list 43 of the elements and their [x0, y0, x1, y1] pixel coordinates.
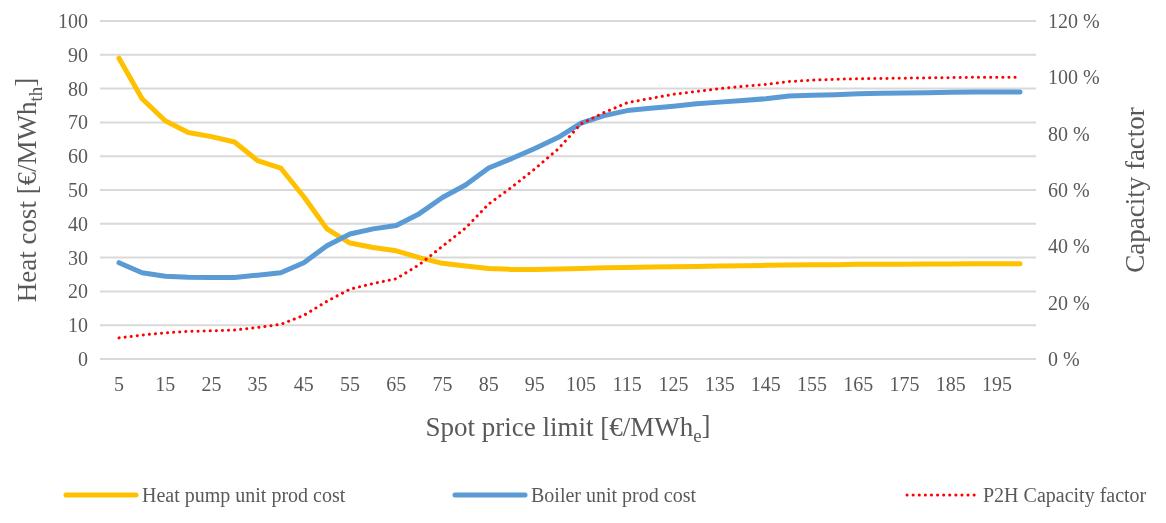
- y-tick-label: 50: [68, 179, 88, 201]
- x-tick-label: 155: [797, 373, 828, 395]
- x-tick-label: 175: [889, 373, 920, 395]
- x-tick-label: 5: [114, 373, 124, 395]
- y-tick-label: 70: [68, 111, 88, 134]
- x-tick-label: 45: [293, 373, 314, 395]
- x-tick-label: 165: [843, 373, 874, 395]
- y2-tick-label: 40 %: [1048, 235, 1090, 258]
- x-tick-label: 65: [386, 373, 407, 395]
- y-tick-label: 20: [68, 280, 88, 303]
- y2-tick-label: 60 %: [1048, 179, 1090, 201]
- x-tick-label: 185: [935, 373, 966, 395]
- y-tick-label: 10: [68, 314, 88, 337]
- x-tick-label: 95: [524, 373, 545, 395]
- x-tick-label: 115: [612, 373, 642, 395]
- y-tick-label: 0: [78, 348, 88, 370]
- y2-tick-label: 80 %: [1048, 122, 1090, 145]
- x-tick-label: 75: [432, 373, 453, 395]
- x-tick-label: 35: [247, 373, 268, 395]
- x-tick-label: 125: [658, 373, 689, 395]
- y-tick-label: 30: [68, 246, 88, 269]
- y2-tick-label: 120 %: [1048, 10, 1100, 32]
- x-tick-label: 25: [201, 373, 222, 395]
- x-tick-label: 85: [478, 373, 499, 395]
- x-tick-label: 195: [981, 373, 1012, 395]
- y-tick-label: 60: [68, 145, 88, 168]
- y-tick-label: 80: [68, 77, 88, 100]
- x-tick-label: 105: [566, 373, 597, 395]
- y2-axis-title: Capacity factor: [1120, 107, 1150, 273]
- x-tick-label: 145: [750, 373, 781, 395]
- y2-tick-label: 20 %: [1048, 291, 1090, 314]
- y-tick-label: 100: [58, 10, 88, 32]
- y-tick-label: 90: [68, 43, 88, 66]
- x-tick-label: 55: [340, 373, 361, 395]
- legend-label: P2H Capacity factor: [983, 484, 1147, 507]
- legend-label: Heat pump unit prod cost: [142, 484, 346, 507]
- y2-tick-label: 100 %: [1048, 66, 1100, 89]
- x-tick-label: 135: [704, 373, 735, 395]
- x-tick-label: 15: [155, 373, 176, 395]
- y2-tick-label: 0 %: [1048, 348, 1080, 370]
- legend-label: Boiler unit prod cost: [531, 484, 697, 507]
- x-axis-title: Spot price limit [€/MWh$_{e}$]: [425, 409, 711, 446]
- y-tick-label: 40: [68, 212, 88, 235]
